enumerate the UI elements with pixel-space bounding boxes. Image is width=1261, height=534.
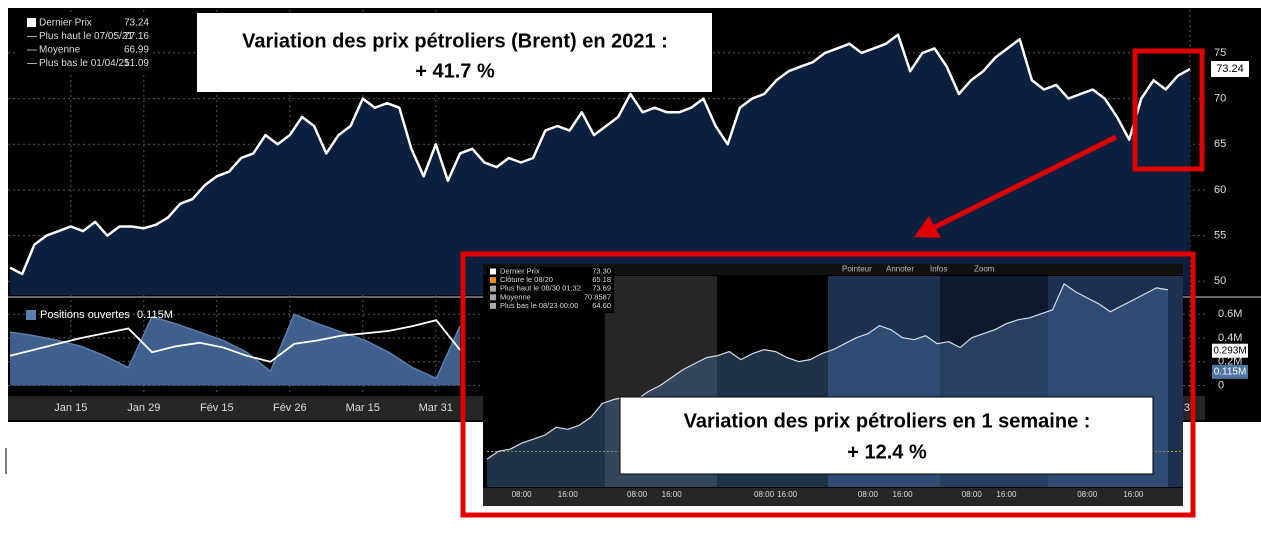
legend-box [18,15,152,73]
legend-swatch [26,310,36,320]
x-axis-strip [483,488,1183,506]
y-tick-label: 65 [1214,138,1226,150]
y-tick-label: 55 [1214,230,1226,242]
y-tick-label: 70 [1214,93,1226,105]
legend-swatch [490,302,496,309]
legend-swatch [490,285,496,292]
legend-box [486,267,614,313]
legend-swatch [27,18,36,27]
legend-value: 73.69 [592,284,611,293]
legend-label: Plus haut le 08/30 01:32 [500,284,581,293]
annotation-value: + 12.4 % [847,441,927,463]
x-tick-label: 08:00 [1077,490,1098,499]
arrow-head [914,216,941,238]
x-tick-label: 08:00 [962,490,983,499]
highlight-frame [1132,48,1205,172]
legend-label: Dernier Prix [39,18,92,29]
value-tag [1212,364,1248,379]
highlight-frame [460,251,1196,518]
legend-swatch [490,268,496,275]
price-panel: Dernier Prix 73.24 Plus haut le 07/05/2177… [8,10,1205,395]
value-tag-label: 0.293M [1213,345,1246,356]
legend-value: 77.16 [124,31,149,42]
toolbar [483,264,1183,275]
annotation-title: Variation des prix pétroliers en 1 semai… [684,410,1091,432]
x-tick-label: 08:00 [754,490,775,499]
legend-label: Plus bas le 08/23 00:00 [500,301,578,310]
y-tick-label: 0 [1218,379,1224,391]
legend-value: 66.99 [124,45,149,56]
x-tick-label: Jan 15 [54,402,87,414]
legend-label: Dernier Prix [500,266,540,275]
annotation-box [197,13,712,92]
legend-swatch [490,294,496,301]
x-tick-label: 08:00 [858,490,879,499]
value-tag [1212,343,1248,358]
x-tick-label: Mar 15 [346,402,380,414]
price-tag [1211,61,1249,78]
x-tick-label: Fév 26 [273,402,307,414]
x-tick-label: 16:00 [662,490,683,499]
value-tag-label: 0.115M [1214,366,1247,377]
toolbar-button: Pointeur [842,265,872,274]
legend-label: Clôture le 08/20 [500,275,553,284]
annotation-box [619,396,1154,475]
line [486,283,1169,460]
legend-label: Moyenne [500,292,531,301]
legend-value: 64.60 [592,301,611,310]
y-tick-label: 0.4M [1218,332,1242,344]
legend-label: Positions ouvertes [40,309,130,321]
x-tick-label: 16:00 [893,490,914,499]
x-tick-label: 08:00 [627,490,648,499]
legend-value: 51.09 [124,58,149,69]
legend-label: Plus bas le 01/04/21 [39,58,130,69]
axis-layer: 50 55 60 65 70 75 Jan 15 Jan 29 Fév 15 Fév 26 Mar … [54,47,1249,414]
y-tick-label: 50 [1214,275,1226,287]
area [10,34,1190,295]
y-tick-label: 0.6M [1218,308,1242,320]
legend-value: 65.18 [592,275,611,284]
legend-value: 70.8587 [584,292,611,301]
x-tick-label: Fév 15 [200,402,234,414]
area [10,314,460,386]
annotation-title: Variation des prix pétroliers (Brent) en… [242,30,668,52]
line [9,319,461,363]
line [9,33,1191,276]
arrow [933,134,1118,230]
x-tick-label: 16:00 [996,490,1017,499]
legend-value: 0.115M [137,309,173,321]
x-tick-label: 16:00 [777,490,798,499]
annotation-value: + 41.7 % [415,60,495,82]
line [9,313,461,380]
legend-swatch [490,277,496,284]
x-tick-label: 16:00 [1123,490,1144,499]
legend-value: 73.24 [124,18,149,29]
y-tick-label: 75 [1214,47,1226,59]
x-tick-label: 08:00 [512,490,533,499]
y-tick-label: 60 [1214,184,1226,196]
price-tag-label: 73.24 [1216,63,1244,75]
legend-label: Moyenne [39,45,81,56]
x-tick-label: 16:00 [558,490,579,499]
x-tick-label: Jan 29 [127,402,160,414]
toolbar-button: Zoom [974,265,995,274]
legend-value: 73.30 [592,266,611,275]
toolbar-button: Infos [930,265,947,274]
toolbar-button: Annoter [886,265,914,274]
legend-label: Plus haut le 07/05/21 [39,31,133,42]
x-tick-label: Mar 31 [419,402,453,414]
y-tick-label: 0.2M [1218,356,1242,368]
